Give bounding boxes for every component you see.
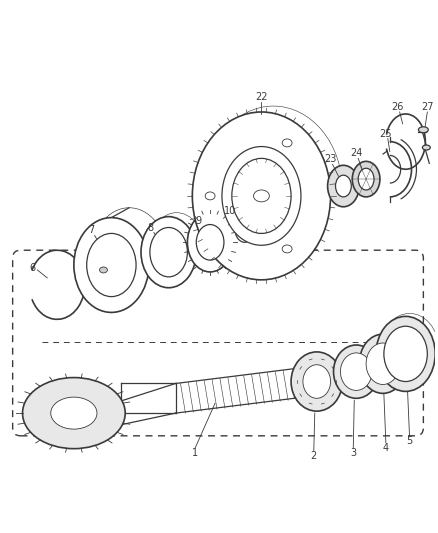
Ellipse shape: [235, 215, 254, 243]
Ellipse shape: [254, 190, 269, 202]
Text: 6: 6: [29, 263, 35, 273]
Ellipse shape: [303, 365, 331, 398]
Ellipse shape: [358, 168, 374, 190]
Ellipse shape: [359, 334, 406, 393]
Ellipse shape: [376, 317, 435, 391]
Text: 27: 27: [421, 102, 434, 112]
Ellipse shape: [22, 377, 125, 449]
Text: 24: 24: [350, 149, 362, 158]
Text: 9: 9: [195, 215, 201, 225]
Ellipse shape: [192, 112, 331, 280]
Ellipse shape: [328, 165, 359, 207]
Ellipse shape: [196, 224, 224, 260]
Text: 7: 7: [88, 225, 95, 236]
Ellipse shape: [336, 175, 351, 197]
Ellipse shape: [87, 233, 136, 296]
Text: 5: 5: [406, 436, 413, 446]
Ellipse shape: [141, 216, 196, 288]
Ellipse shape: [282, 245, 292, 253]
Ellipse shape: [384, 326, 427, 382]
Ellipse shape: [99, 267, 107, 273]
Ellipse shape: [205, 192, 215, 200]
Ellipse shape: [232, 158, 291, 233]
Text: 3: 3: [350, 448, 357, 458]
Ellipse shape: [150, 228, 187, 277]
Text: 22: 22: [255, 92, 268, 102]
Ellipse shape: [227, 205, 262, 252]
Ellipse shape: [74, 217, 149, 312]
Text: 26: 26: [392, 102, 404, 112]
Text: 1: 1: [192, 448, 198, 458]
Ellipse shape: [51, 397, 97, 429]
Text: 10: 10: [224, 206, 236, 216]
Ellipse shape: [352, 161, 380, 197]
Text: 25: 25: [380, 128, 392, 139]
Ellipse shape: [291, 352, 343, 411]
Ellipse shape: [222, 147, 301, 245]
Text: 2: 2: [311, 450, 317, 461]
Ellipse shape: [422, 145, 430, 150]
Ellipse shape: [418, 127, 428, 133]
Ellipse shape: [366, 343, 400, 384]
Ellipse shape: [282, 139, 292, 147]
Text: 4: 4: [383, 443, 389, 453]
Ellipse shape: [333, 345, 379, 398]
Ellipse shape: [187, 213, 233, 272]
Text: 8: 8: [148, 222, 154, 232]
Ellipse shape: [340, 353, 372, 390]
Text: 23: 23: [325, 155, 337, 164]
